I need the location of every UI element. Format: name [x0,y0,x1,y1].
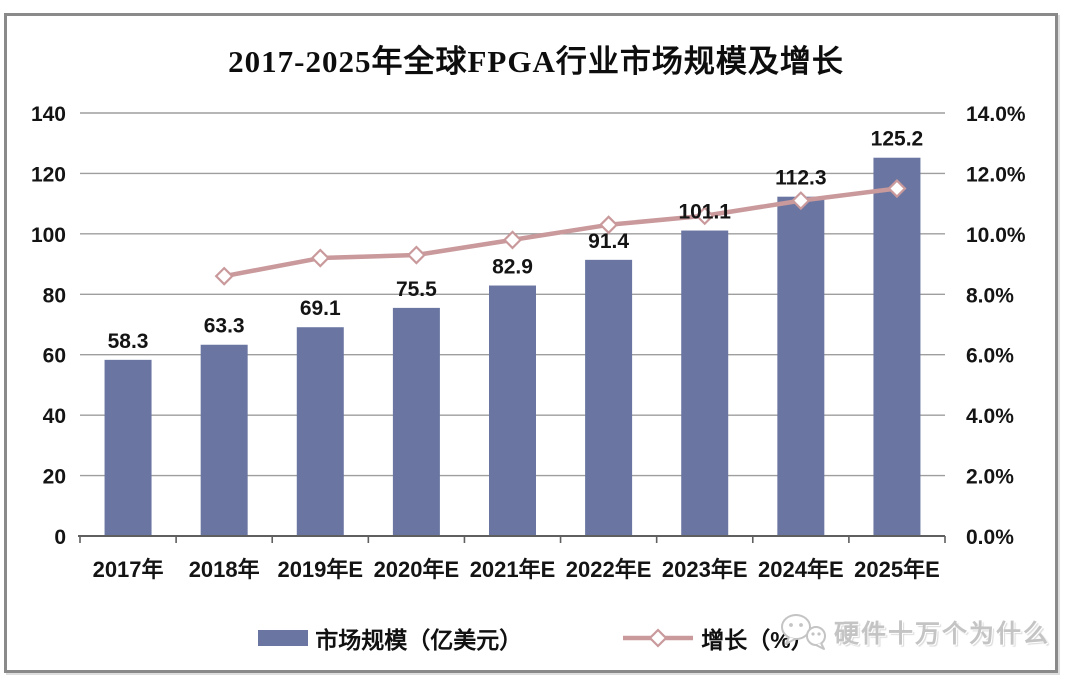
bar-value-label: 63.3 [204,315,245,338]
bar-value-label: 82.9 [492,256,533,279]
eye [789,623,793,627]
line-marker-diamond [599,215,619,235]
right-axis-tick-label: 8.0% [966,284,1014,307]
right-axis-tick-label: 14.0% [966,103,1026,126]
line-swatch-graphic [623,628,694,648]
bar-value-label: 112.3 [775,167,826,190]
line-marker-diamond [310,248,330,268]
chat-bubbles-face-icon [780,614,826,650]
bar-series-swatch-icon [258,630,309,646]
x-axis-label: 2019年E [277,557,363,582]
left-axis-tick-label: 0 [54,526,66,549]
bar-value-label: 69.1 [300,297,341,320]
line-marker-diamond [887,178,907,199]
line-series-swatch-icon [622,628,694,648]
growth-line [223,186,898,279]
bar-2025年E [873,157,921,536]
bar-2020年E [392,307,440,536]
x-axis-label: 2024年E [758,557,844,582]
watermark: 硬件十万个为什么 [779,612,1050,652]
bar-2019年E [296,327,344,536]
bar-value-label: 125.2 [871,128,924,151]
left-axis-tick-label: 80 [43,284,66,307]
bar-2018年 [200,344,248,536]
bar-value-label: 101.1 [678,201,731,224]
x-axis-label: 2022年E [566,557,652,582]
bar-value-label: 91.4 [588,230,629,253]
big-bubble-tail [784,636,796,645]
line-marker-diamond [406,245,426,265]
x-axis-label: 2025年E [854,557,940,582]
line-marker-diamond [695,206,715,226]
chart-frame [4,13,1058,673]
eye [811,632,815,636]
chart-title: 2017-2025年全球FPGA行业市场规模及增长 [228,44,844,79]
left-axis-tick-label: 20 [43,466,66,489]
bar-2022年E [585,259,633,536]
left-axis-tick-label: 40 [43,405,66,428]
eye [799,623,803,627]
small-bubble [805,626,826,646]
eye [817,632,821,636]
swatch-line-marker [648,628,668,648]
right-axis-tick-label: 4.0% [966,405,1014,428]
left-axis-tick-label: 120 [31,163,66,186]
line-marker-diamond [791,191,811,211]
right-axis-tick-label: 2.0% [966,466,1014,489]
bar-value-label: 75.5 [396,278,437,301]
right-axis-tick-label: 6.0% [966,345,1014,368]
legend-item-market-size: 市场规模（亿美元） [258,621,522,655]
line-marker-diamond [214,266,234,286]
x-axis-label: 2018年 [189,557,260,582]
bar-2021年E [489,285,536,536]
left-axis-tick-label: 100 [31,224,66,247]
x-axis-label: 2021年E [470,557,556,582]
line-marker-diamond [502,230,523,250]
right-axis-tick-label: 0.0% [966,526,1014,549]
right-axis-tick-label: 10.0% [966,224,1026,247]
left-axis-tick-label: 140 [31,103,66,126]
watermark-text: 硬件十万个为什么 [833,620,1050,648]
bar-2017年 [104,359,152,536]
x-axis-label: 2023年E [662,557,748,582]
bar-2024年E [777,196,825,536]
small-bubble-tail [815,642,825,650]
left-axis-tick-label: 60 [43,345,66,368]
x-axis-label: 2017年 [93,557,164,582]
bar-value-label: 58.3 [108,330,149,353]
big-bubble [780,614,811,640]
bar-2023年E [681,230,729,536]
legend-label-market-size: 市场规模（亿美元） [315,627,523,653]
x-axis-label: 2020年E [374,557,460,582]
right-axis-tick-label: 12.0% [966,163,1026,186]
